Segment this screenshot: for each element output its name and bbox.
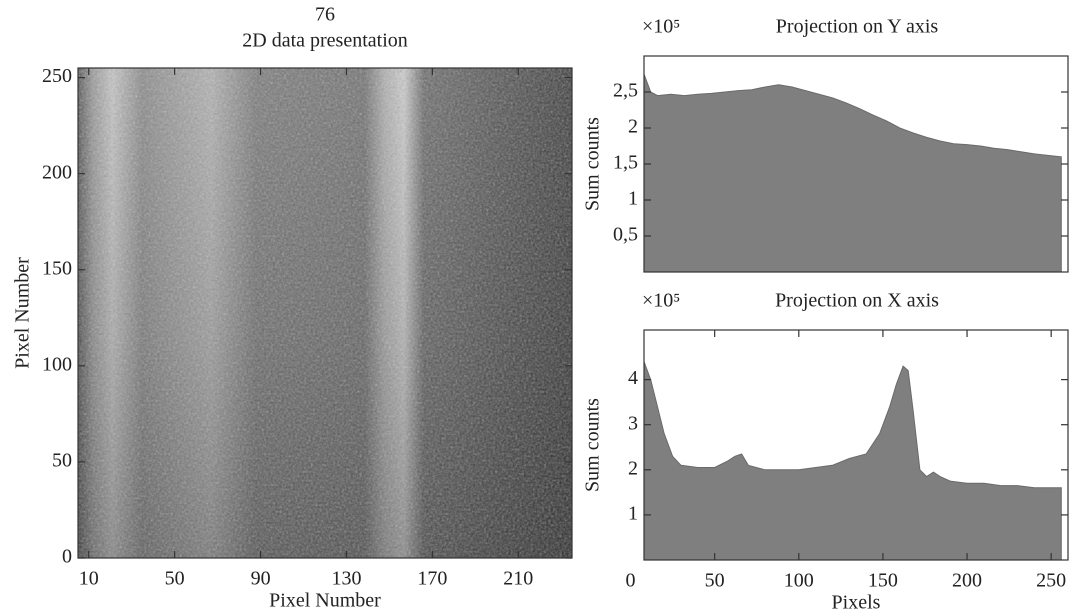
x-tick-label: 0 (626, 570, 636, 592)
y-tick-label: 200 (42, 161, 72, 183)
x-tick-label: 50 (165, 568, 185, 590)
y-tick-label: 150 (42, 257, 72, 279)
x-axis-label: Pixels (832, 592, 881, 614)
axis-multiplier: ×10⁵ (642, 290, 680, 312)
x-axis-label: Pixel Number (269, 590, 381, 612)
plot-frame (77, 67, 573, 559)
y-tick-label: 1 (628, 502, 638, 524)
y-tick-label: 1,5 (613, 152, 638, 174)
image-noise (78, 68, 572, 558)
area (643, 73, 1062, 273)
y-tick-label: 250 (42, 65, 72, 87)
chart-title: Projection on Y axis (776, 16, 939, 38)
y-tick-label: 2 (628, 116, 638, 138)
y-tick-label: 0 (62, 546, 72, 568)
x-tick-label: 200 (952, 570, 982, 592)
chart-subtitle: 2D data presentation (242, 30, 408, 52)
x-tick-label: 150 (868, 570, 898, 592)
x-tick-label: 90 (251, 568, 271, 590)
x-tick-label: 100 (784, 570, 814, 592)
x-tick-label: 10 (79, 568, 99, 590)
y-tick-label: 100 (42, 353, 72, 375)
chart-title: Projection on X axis (775, 290, 939, 312)
y-tick-label: 2,5 (613, 80, 638, 102)
x-tick-label: 210 (503, 568, 533, 590)
x-tick-label: 50 (705, 570, 725, 592)
y-axis-label: Sum counts (582, 117, 604, 211)
chart-title: 76 (315, 4, 335, 26)
plot-frame (643, 329, 1069, 561)
x-tick-label: 130 (331, 568, 361, 590)
area (643, 361, 1062, 561)
y-tick-label: 50 (52, 450, 72, 472)
y-tick-label: 0,5 (613, 224, 638, 246)
y-tick-label: 1 (628, 188, 638, 210)
x-tick-label: 170 (417, 568, 447, 590)
y-axis-label: Sum counts (582, 398, 604, 492)
y-tick-label: 2 (628, 457, 638, 479)
x-tick-label: 250 (1036, 570, 1066, 592)
axis-multiplier: ×10⁵ (642, 16, 680, 38)
y-tick-label: 4 (628, 367, 638, 389)
image-panel (78, 68, 572, 558)
y-axis-label: Pixel Number (12, 257, 34, 369)
y-tick-label: 3 (628, 412, 638, 434)
